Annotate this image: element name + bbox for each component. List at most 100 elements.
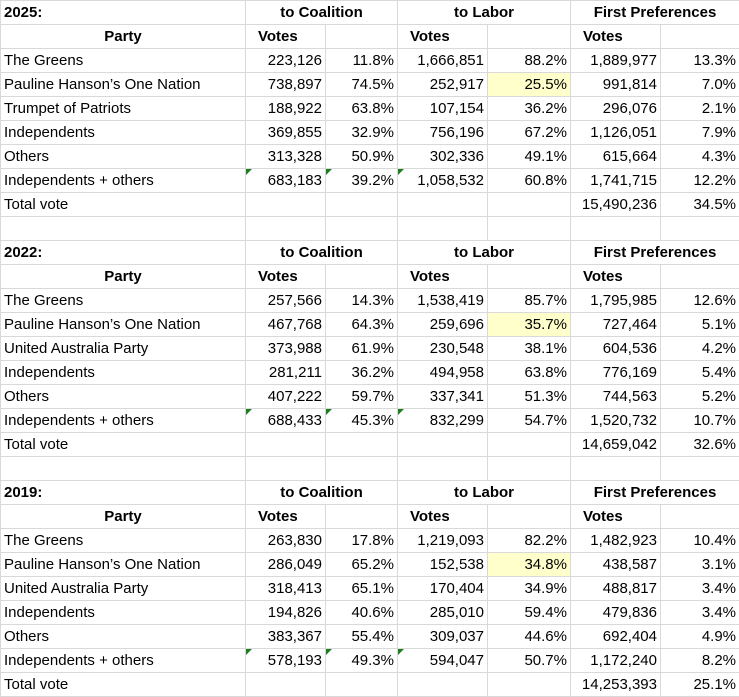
value-cell[interactable]: 479,836 — [570, 600, 661, 625]
value-cell[interactable]: 1,741,715 — [570, 168, 661, 193]
value-cell[interactable]: 85.7% — [487, 288, 571, 313]
votes-header[interactable]: Votes — [245, 264, 326, 289]
value-cell[interactable]: 36.2% — [325, 360, 398, 385]
empty-cell[interactable] — [487, 504, 571, 529]
party-name[interactable]: Independents + others — [0, 648, 246, 673]
value-cell[interactable] — [487, 672, 571, 697]
value-cell[interactable]: 727,464 — [570, 312, 661, 337]
value-cell[interactable]: 313,328 — [245, 144, 326, 169]
value-cell[interactable]: 692,404 — [570, 624, 661, 649]
value-cell[interactable]: 25.1% — [659, 672, 739, 697]
value-cell[interactable]: 51.3% — [487, 384, 571, 409]
empty-cell[interactable] — [570, 216, 661, 241]
to-labor-header[interactable]: to Labor — [397, 240, 571, 265]
votes-header[interactable]: Votes — [245, 504, 326, 529]
value-cell[interactable]: 1,889,977 — [570, 48, 661, 73]
party-name[interactable]: Independents + others — [0, 168, 246, 193]
value-cell[interactable]: 12.6% — [659, 288, 739, 313]
party-name[interactable]: Total vote — [0, 192, 246, 217]
value-cell[interactable]: 60.8% — [487, 168, 571, 193]
value-cell[interactable]: 12.2% — [659, 168, 739, 193]
party-name[interactable]: Total vote — [0, 432, 246, 457]
value-cell[interactable]: 286,049 — [245, 552, 326, 577]
party-name[interactable]: United Australia Party — [0, 576, 246, 601]
value-cell[interactable]: 7.9% — [659, 120, 739, 145]
value-cell[interactable]: 756,196 — [397, 120, 488, 145]
value-cell[interactable]: 1,795,985 — [570, 288, 661, 313]
party-name[interactable]: Pauline Hanson’s One Nation — [0, 552, 246, 577]
value-cell[interactable]: 578,193 — [245, 648, 326, 673]
votes-header[interactable]: Votes — [397, 24, 488, 49]
value-cell[interactable]: 688,433 — [245, 408, 326, 433]
value-cell[interactable] — [245, 672, 326, 697]
value-cell[interactable]: 1,666,851 — [397, 48, 488, 73]
value-cell[interactable]: 8.2% — [659, 648, 739, 673]
value-cell[interactable]: 3.4% — [659, 576, 739, 601]
value-cell[interactable]: 59.7% — [325, 384, 398, 409]
party-name[interactable]: Independents — [0, 120, 246, 145]
value-cell[interactable]: 63.8% — [487, 360, 571, 385]
value-cell[interactable]: 4.2% — [659, 336, 739, 361]
value-cell[interactable] — [245, 192, 326, 217]
to-coalition-header[interactable]: to Coalition — [245, 240, 398, 265]
value-cell[interactable] — [397, 192, 488, 217]
value-cell[interactable] — [325, 672, 398, 697]
party-name[interactable]: Independents — [0, 360, 246, 385]
value-cell[interactable]: 7.0% — [659, 72, 739, 97]
value-cell[interactable]: 45.3% — [325, 408, 398, 433]
value-cell[interactable]: 34.5% — [659, 192, 739, 217]
party-name[interactable]: Others — [0, 384, 246, 409]
empty-cell[interactable] — [659, 216, 739, 241]
empty-cell[interactable] — [0, 456, 246, 481]
empty-cell[interactable] — [659, 456, 739, 481]
value-cell[interactable]: 4.3% — [659, 144, 739, 169]
value-cell[interactable]: 82.2% — [487, 528, 571, 553]
year-label[interactable]: 2022: — [0, 240, 246, 265]
value-cell[interactable]: 223,126 — [245, 48, 326, 73]
votes-header[interactable]: Votes — [570, 24, 661, 49]
first-preferences-header[interactable]: First Preferences — [569, 480, 739, 505]
empty-cell[interactable] — [325, 264, 398, 289]
value-cell[interactable]: 832,299 — [397, 408, 488, 433]
party-header[interactable]: Party — [0, 264, 246, 289]
value-cell[interactable]: 107,154 — [397, 96, 488, 121]
value-cell[interactable]: 259,696 — [397, 312, 488, 337]
value-cell[interactable]: 54.7% — [487, 408, 571, 433]
empty-cell[interactable] — [245, 456, 326, 481]
value-cell[interactable]: 4.9% — [659, 624, 739, 649]
value-cell[interactable]: 604,536 — [570, 336, 661, 361]
value-cell[interactable]: 34.8% — [487, 552, 571, 577]
party-name[interactable]: The Greens — [0, 528, 246, 553]
value-cell[interactable]: 39.2% — [325, 168, 398, 193]
value-cell[interactable]: 15,490,236 — [570, 192, 661, 217]
value-cell[interactable]: 991,814 — [570, 72, 661, 97]
value-cell[interactable] — [325, 192, 398, 217]
value-cell[interactable]: 65.2% — [325, 552, 398, 577]
party-name[interactable]: Others — [0, 144, 246, 169]
party-name[interactable]: Total vote — [0, 672, 246, 697]
empty-cell[interactable] — [659, 264, 739, 289]
value-cell[interactable]: 776,169 — [570, 360, 661, 385]
value-cell[interactable]: 3.1% — [659, 552, 739, 577]
value-cell[interactable]: 65.1% — [325, 576, 398, 601]
empty-cell[interactable] — [397, 216, 488, 241]
value-cell[interactable]: 252,917 — [397, 72, 488, 97]
empty-cell[interactable] — [487, 24, 571, 49]
value-cell[interactable]: 14.3% — [325, 288, 398, 313]
party-name[interactable]: Trumpet of Patriots — [0, 96, 246, 121]
value-cell[interactable]: 11.8% — [325, 48, 398, 73]
party-name[interactable]: Independents — [0, 600, 246, 625]
empty-cell[interactable] — [245, 216, 326, 241]
value-cell[interactable]: 32.9% — [325, 120, 398, 145]
value-cell[interactable]: 488,817 — [570, 576, 661, 601]
value-cell[interactable]: 34.9% — [487, 576, 571, 601]
party-name[interactable]: Others — [0, 624, 246, 649]
empty-cell[interactable] — [487, 264, 571, 289]
value-cell[interactable]: 5.1% — [659, 312, 739, 337]
votes-header[interactable]: Votes — [397, 264, 488, 289]
value-cell[interactable]: 55.4% — [325, 624, 398, 649]
first-preferences-header[interactable]: First Preferences — [569, 240, 739, 265]
value-cell[interactable]: 59.4% — [487, 600, 571, 625]
value-cell[interactable]: 1,058,532 — [397, 168, 488, 193]
party-header[interactable]: Party — [0, 504, 246, 529]
